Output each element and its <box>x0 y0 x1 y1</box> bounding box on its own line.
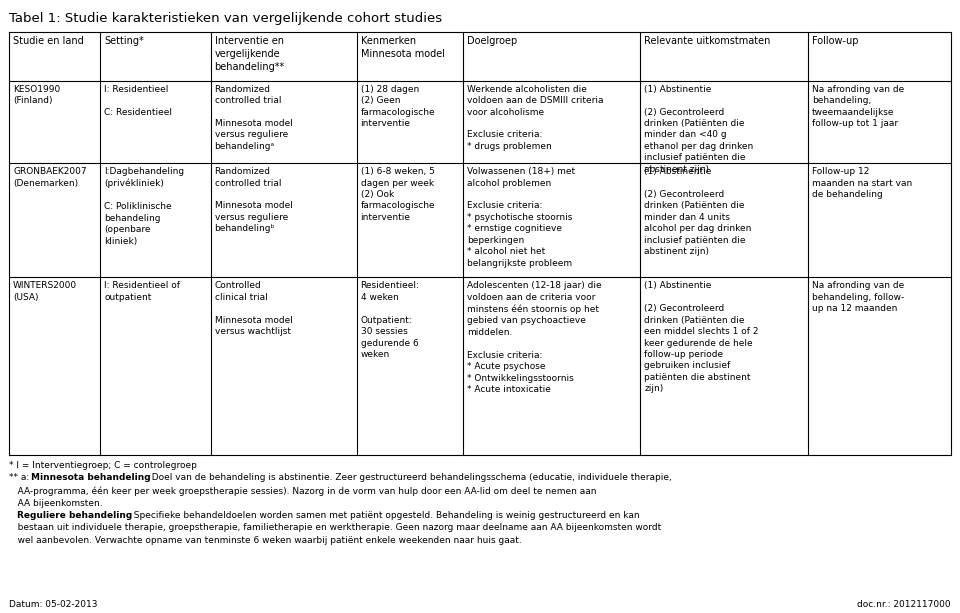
Text: I: Residentieel of
outpatient: I: Residentieel of outpatient <box>105 281 180 302</box>
Text: I:Dagbehandeling
(privékliniek)

C: Poliklinische
behandeling
(openbare
kliniek): I:Dagbehandeling (privékliniek) C: Polik… <box>105 167 184 245</box>
Text: Tabel 1: Studie karakteristieken van vergelijkende cohort studies: Tabel 1: Studie karakteristieken van ver… <box>9 12 443 25</box>
Text: * I = Interventiegroep; C = controlegroep: * I = Interventiegroep; C = controlegroe… <box>9 461 197 470</box>
Text: AA bijeenkomsten.: AA bijeenkomsten. <box>9 498 103 508</box>
Text: Relevante uitkomstmaten: Relevante uitkomstmaten <box>644 36 771 46</box>
Text: : Doel van de behandeling is abstinentie. Zeer gestructureerd behandelingsschema: : Doel van de behandeling is abstinentie… <box>146 473 672 482</box>
Text: AA-programma, één keer per week groepstherapie sessies). Nazorg in de vorm van h: AA-programma, één keer per week groepsth… <box>9 486 596 495</box>
Text: Reguliere behandeling: Reguliere behandeling <box>17 511 132 520</box>
Text: Adolescenten (12-18 jaar) die
voldoen aan de criteria voor
minstens één stoornis: Adolescenten (12-18 jaar) die voldoen aa… <box>468 281 602 394</box>
Text: Randomized
controlled trial

Minnesota model
versus reguliere
behandelingᵃ: Randomized controlled trial Minnesota mo… <box>215 85 293 151</box>
Text: KESO1990
(Finland): KESO1990 (Finland) <box>13 85 60 105</box>
Text: ** a:: ** a: <box>9 473 32 482</box>
Text: bestaan uit individuele therapie, groepstherapie, familietherapie en werktherapi: bestaan uit individuele therapie, groeps… <box>9 524 661 533</box>
Text: Controlled
clinical trial

Minnesota model
versus wachtlijst: Controlled clinical trial Minnesota mode… <box>215 281 293 336</box>
Text: Werkende alcoholisten die
voldoen aan de DSMIII criteria
voor alcoholisme

Exclu: Werkende alcoholisten die voldoen aan de… <box>468 85 604 151</box>
Text: Follow-up: Follow-up <box>812 36 858 46</box>
Text: Na afronding van de
behandeling,
tweemaandelijkse
follow-up tot 1 jaar: Na afronding van de behandeling, tweemaa… <box>812 85 904 128</box>
Text: (1) Abstinentie

(2) Gecontroleerd
drinken (Patiënten die
minder dan <40 g
ethan: (1) Abstinentie (2) Gecontroleerd drinke… <box>644 85 754 174</box>
Text: Interventie en
vergelijkende
behandeling**: Interventie en vergelijkende behandeling… <box>215 36 285 72</box>
Text: WINTERS2000
(USA): WINTERS2000 (USA) <box>13 281 77 302</box>
Text: GRONBAEK2007
(Denemarken): GRONBAEK2007 (Denemarken) <box>13 167 86 188</box>
Text: Na afronding van de
behandeling, follow-
up na 12 maanden: Na afronding van de behandeling, follow-… <box>812 281 904 313</box>
Text: Studie en land: Studie en land <box>13 36 84 46</box>
Text: (1) Abstinentie

(2) Gecontroleerd
drinken (Patiënten die
een middel slechts 1 o: (1) Abstinentie (2) Gecontroleerd drinke… <box>644 281 758 394</box>
Text: Follow-up 12
maanden na start van
de behandeling: Follow-up 12 maanden na start van de beh… <box>812 167 912 199</box>
Text: Residentieel:
4 weken

Outpatient:
30 sessies
gedurende 6
weken: Residentieel: 4 weken Outpatient: 30 ses… <box>361 281 420 359</box>
Text: : Specifieke behandeldoelen worden samen met patiënt opgesteld. Behandeling is w: : Specifieke behandeldoelen worden samen… <box>128 511 639 520</box>
Text: Kenmerken
Minnesota model: Kenmerken Minnesota model <box>361 36 444 59</box>
Text: Setting*: Setting* <box>105 36 144 46</box>
Text: Randomized
controlled trial

Minnesota model
versus reguliere
behandelingᵇ: Randomized controlled trial Minnesota mo… <box>215 167 293 234</box>
Text: (1) Abstinentie

(2) Gecontroleerd
drinken (Patiënten die
minder dan 4 units
alc: (1) Abstinentie (2) Gecontroleerd drinke… <box>644 167 752 256</box>
Text: doc.nr.: 2012117000: doc.nr.: 2012117000 <box>857 600 951 609</box>
Text: Minnesota behandeling: Minnesota behandeling <box>31 473 151 482</box>
Text: Datum: 05-02-2013: Datum: 05-02-2013 <box>9 600 98 609</box>
Text: Volwassenen (18+) met
alcohol problemen

Exclusie criteria:
* psychotische stoor: Volwassenen (18+) met alcohol problemen … <box>468 167 575 268</box>
Text: (1) 28 dagen
(2) Geen
farmacologische
interventie: (1) 28 dagen (2) Geen farmacologische in… <box>361 85 435 128</box>
Text: wel aanbevolen. Verwachte opname van tenminste 6 weken waarbij patiënt enkele we: wel aanbevolen. Verwachte opname van ten… <box>9 536 521 545</box>
Text: Doelgroep: Doelgroep <box>468 36 517 46</box>
Text: (1) 6-8 weken, 5
dagen per week
(2) Ook
farmacologische
interventie: (1) 6-8 weken, 5 dagen per week (2) Ook … <box>361 167 435 222</box>
Text: I: Residentieel

C: Residentieel: I: Residentieel C: Residentieel <box>105 85 173 116</box>
